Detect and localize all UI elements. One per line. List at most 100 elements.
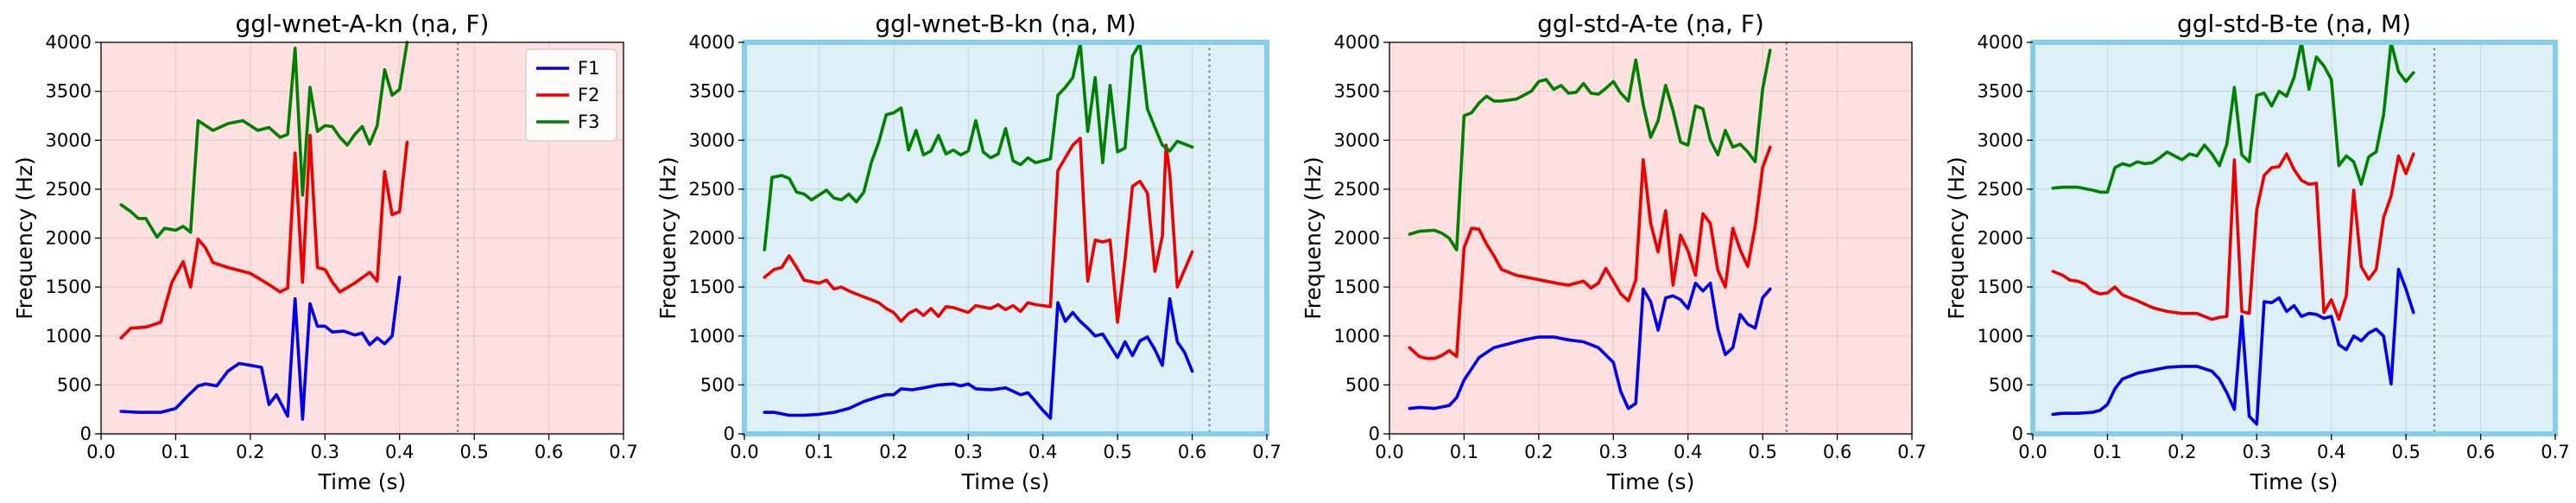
x-tick-label: 0.6 (2466, 442, 2495, 462)
x-tick-label: 0.1 (161, 442, 190, 462)
x-tick-label: 0.3 (311, 442, 339, 462)
series-line-f1 (1408, 281, 1772, 411)
y-tick-label: 1500 (1978, 277, 2023, 297)
chart-panel-2: 0.0 0.1 0.2 0.3 0.4 0.5 0.6 0.7 0 500 1000 1500 2000… (655, 10, 1282, 494)
y-tick-label: 1000 (689, 326, 735, 347)
y-tick-label: 3000 (1334, 130, 1380, 150)
chart-title: ggl-wnet-B-kn (ṇa, M) (875, 10, 1136, 38)
x-tick-label: 0.5 (1103, 442, 1131, 462)
x-tick-label: 0.7 (1252, 442, 1281, 462)
series-line-f1 (763, 296, 1194, 420)
x-tick-label: 0.7 (2541, 442, 2569, 462)
x-axis-label: Time (s) (961, 469, 1050, 494)
x-tick-label: 0.1 (805, 442, 833, 462)
y-tick-label: 3000 (1978, 130, 2023, 150)
x-tick-label: 0.2 (2168, 442, 2196, 462)
x-tick-label: 0.3 (954, 442, 983, 462)
y-axis-label: Frequency (Hz) (1944, 156, 1969, 320)
y-tick-label: 2500 (46, 179, 92, 200)
y-axis-label: Frequency (Hz) (1301, 156, 1326, 320)
series-line-f1 (2051, 267, 2415, 426)
series-line-f2 (1408, 145, 1772, 360)
y-tick-label: 0 (80, 423, 92, 444)
chart-title: ggl-std-B-te (ṇa, M) (2177, 10, 2411, 38)
x-tick-label: 0.3 (2243, 442, 2271, 462)
series-line-f2 (119, 133, 409, 340)
y-axis-label: Frequency (Hz) (12, 156, 37, 320)
y-tick-label: 1500 (46, 277, 92, 297)
y-tick-label: 4000 (1978, 32, 2023, 53)
y-tick-label: 500 (1345, 374, 1380, 395)
y-tick-label: 3500 (689, 81, 735, 102)
x-tick-label: 0.1 (1450, 442, 1478, 462)
legend-label-f2: F2 (578, 85, 599, 105)
y-tick-label: 500 (57, 374, 92, 395)
legend-label-f1: F1 (578, 58, 599, 79)
x-tick-label: 0.1 (2093, 442, 2122, 462)
x-tick-label: 0.5 (459, 442, 488, 462)
x-tick-label: 0.2 (879, 442, 908, 462)
x-tick-label: 0.4 (1674, 442, 1702, 462)
y-tick-label: 500 (1989, 374, 2023, 395)
y-tick-label: 0 (1369, 423, 1380, 444)
chart-panel-4: 0.0 0.1 0.2 0.3 0.4 0.5 0.6 0.7 0 500 1000 1500 2000… (1944, 10, 2570, 494)
x-tick-label: 0.4 (2317, 442, 2345, 462)
x-tick-label: 0.0 (2018, 442, 2047, 462)
chart-title: ggl-wnet-A-kn (ṇa, F) (236, 10, 490, 38)
series-line-f2 (2051, 152, 2415, 322)
y-tick-label: 2500 (689, 179, 735, 200)
y-tick-label: 2500 (1978, 179, 2023, 200)
y-tick-label: 3000 (689, 130, 735, 150)
x-tick-label: 0.6 (1823, 442, 1851, 462)
x-axis-label: Time (s) (318, 469, 407, 494)
y-tick-label: 0 (2012, 423, 2023, 444)
y-tick-label: 2000 (689, 228, 735, 249)
x-axis-label: Time (s) (1606, 469, 1695, 494)
series-line-f3 (2051, 41, 2415, 194)
x-tick-label: 0.5 (1748, 442, 1776, 462)
y-tick-label: 3500 (46, 81, 92, 102)
chart-panel-3: 0.0 0.1 0.2 0.3 0.4 0.5 0.6 0.7 0 500 1000 1500 2000… (1301, 10, 1927, 494)
x-tick-label: 0.2 (1524, 442, 1553, 462)
y-tick-label: 2000 (46, 228, 92, 249)
x-tick-label: 0.2 (236, 442, 264, 462)
y-tick-label: 0 (724, 423, 735, 444)
chart-title: ggl-std-A-te (ṇa, F) (1537, 10, 1764, 38)
series-line-f3 (119, 41, 409, 239)
x-tick-label: 0.7 (1897, 442, 1926, 462)
y-tick-label: 1000 (46, 326, 92, 347)
series-line-f2 (763, 137, 1194, 324)
y-tick-label: 4000 (1334, 32, 1380, 53)
y-tick-label: 2000 (1978, 228, 2023, 249)
x-tick-label: 0.0 (730, 442, 758, 462)
y-tick-label: 3500 (1978, 81, 2023, 102)
x-tick-label: 0.5 (2391, 442, 2420, 462)
x-axis-label: Time (s) (2250, 469, 2339, 494)
y-tick-label: 4000 (689, 32, 735, 53)
plot-background (744, 42, 1267, 434)
x-tick-label: 0.0 (86, 442, 115, 462)
series-line-f3 (763, 41, 1194, 252)
y-tick-label: 2500 (1334, 179, 1380, 200)
x-tick-label: 0.6 (535, 442, 563, 462)
chart-panel-1: 0.0 0.1 0.2 0.3 0.4 0.5 0.6 0.7 0 500 1000 1500 2000… (12, 10, 638, 494)
y-tick-label: 3000 (46, 130, 92, 150)
y-tick-label: 2000 (1334, 228, 1380, 249)
x-tick-label: 0.7 (609, 442, 637, 462)
y-tick-label: 3500 (1334, 81, 1380, 102)
x-tick-label: 0.0 (1375, 442, 1403, 462)
series-line-f1 (119, 276, 402, 421)
x-tick-label: 0.4 (385, 442, 414, 462)
y-tick-label: 500 (700, 374, 735, 395)
legend-label-f3: F3 (578, 111, 599, 132)
x-tick-label: 0.4 (1029, 442, 1057, 462)
y-tick-label: 1000 (1334, 326, 1380, 347)
y-tick-label: 4000 (46, 32, 92, 53)
y-tick-label: 1500 (1334, 277, 1380, 297)
y-tick-label: 1000 (1978, 326, 2023, 347)
series-line-f3 (1408, 48, 1772, 252)
x-tick-label: 0.3 (1599, 442, 1628, 462)
legend: F1 F2 F3 (525, 48, 617, 142)
x-tick-label: 0.6 (1178, 442, 1206, 462)
